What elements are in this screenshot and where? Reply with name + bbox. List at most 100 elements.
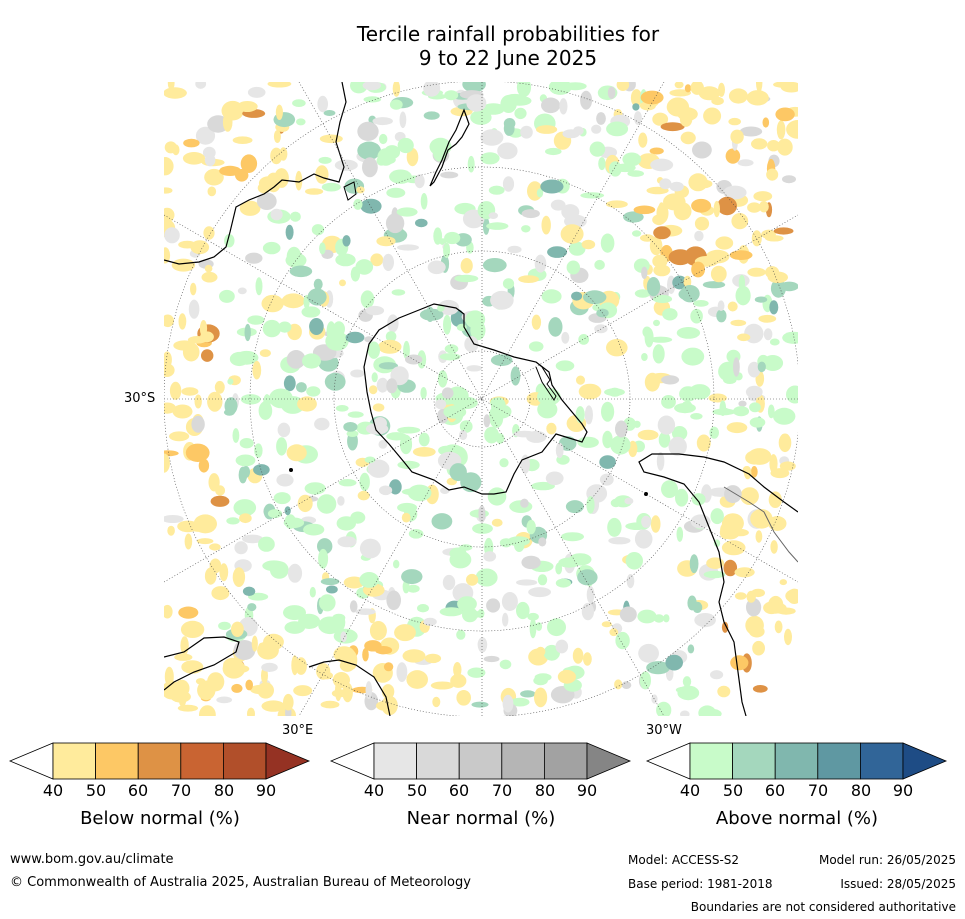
probability-patch	[745, 385, 763, 399]
probability-patch	[545, 471, 564, 486]
probability-patch	[713, 539, 721, 547]
probability-patch	[566, 260, 580, 275]
probability-patch	[174, 679, 190, 697]
probability-patch	[399, 434, 413, 455]
probability-patch	[541, 289, 562, 304]
above-normal-color-scale	[645, 742, 948, 780]
probability-patch	[534, 673, 552, 682]
probability-patch	[726, 422, 748, 434]
probability-patch	[679, 111, 693, 127]
probability-patch	[258, 176, 279, 190]
probability-patch	[752, 640, 765, 656]
probability-patch	[602, 430, 613, 449]
probability-patch	[600, 233, 615, 253]
probability-patch	[406, 148, 419, 167]
probability-patch	[193, 514, 217, 534]
probability-patch	[713, 200, 720, 218]
probability-patch	[744, 466, 752, 480]
probability-patch	[676, 526, 684, 542]
probability-patch	[773, 227, 794, 235]
probability-patch	[371, 372, 378, 383]
probability-patch	[376, 156, 387, 166]
probability-patch	[747, 267, 766, 277]
probability-patch	[606, 121, 629, 137]
island-marker	[289, 468, 293, 472]
probability-patch	[240, 154, 258, 173]
south-america-border	[723, 486, 798, 563]
probability-patch	[203, 226, 215, 240]
probability-patch	[690, 514, 711, 529]
probability-patch	[273, 492, 291, 505]
probability-patch	[652, 294, 673, 304]
probability-patch	[318, 156, 332, 164]
probability-patch	[338, 479, 357, 487]
probability-patch	[441, 387, 454, 399]
probability-patch	[737, 159, 754, 167]
probability-patch	[286, 246, 302, 267]
probability-patch	[372, 117, 393, 126]
probability-patch	[420, 193, 428, 210]
probability-patch	[608, 387, 622, 397]
probability-patch	[644, 372, 660, 392]
probability-patch	[723, 185, 747, 200]
probability-patch	[462, 607, 478, 623]
probability-patch	[459, 420, 473, 433]
probability-patch	[632, 103, 640, 111]
probability-patch	[510, 366, 521, 386]
probability-patch	[696, 434, 711, 452]
graticule	[164, 82, 798, 716]
colorbar-label: Below normal (%)	[80, 808, 240, 829]
probability-patch	[399, 111, 407, 129]
probability-patch	[749, 402, 761, 413]
probability-patch	[389, 479, 402, 495]
probability-patch	[316, 494, 337, 514]
probability-patch	[774, 620, 783, 634]
probability-patch	[270, 147, 283, 165]
probability-patch	[674, 82, 684, 89]
probability-patch	[437, 370, 448, 388]
probability-patch	[661, 480, 678, 498]
probability-patch	[420, 387, 427, 399]
probability-patch	[412, 447, 436, 457]
probability-patch	[649, 336, 673, 343]
probability-patch	[662, 308, 678, 321]
probability-patch	[291, 655, 299, 676]
probability-patch	[710, 670, 724, 680]
probability-patch	[591, 124, 602, 134]
probability-patch	[516, 601, 530, 620]
probability-patch	[703, 570, 726, 579]
probability-patch	[332, 321, 345, 337]
probability-patch	[768, 491, 782, 509]
probability-patch	[178, 606, 199, 619]
probability-patch	[507, 245, 522, 254]
probability-patch	[396, 662, 408, 682]
probability-patch	[297, 494, 313, 513]
probability-patch	[224, 397, 238, 415]
probability-patch	[442, 574, 456, 591]
probability-patch	[315, 165, 329, 184]
probability-patch	[560, 224, 584, 244]
probability-patch	[724, 485, 742, 504]
probability-patch	[698, 86, 721, 101]
probability-patch	[690, 82, 704, 95]
probability-patch	[401, 512, 411, 523]
probability-patch	[599, 455, 616, 469]
probability-patch	[649, 236, 663, 256]
probability-patch	[196, 538, 214, 545]
probability-patch	[608, 161, 622, 177]
probability-patch	[531, 481, 555, 491]
probability-patch	[317, 95, 328, 113]
probability-patch	[691, 261, 705, 278]
footer-base-period: Base period: 1981-2018	[628, 877, 773, 891]
probability-patch	[465, 310, 486, 329]
colorbar-extend-high	[902, 742, 948, 780]
rainfall-probability-map	[164, 82, 798, 716]
probability-patch	[762, 117, 770, 128]
probability-patch	[242, 586, 256, 596]
probability-patch	[633, 205, 656, 215]
probability-patch	[634, 529, 653, 549]
probability-patch	[383, 662, 394, 672]
probability-patch	[365, 423, 389, 435]
probability-patch	[231, 683, 243, 693]
probability-patch	[580, 90, 593, 110]
